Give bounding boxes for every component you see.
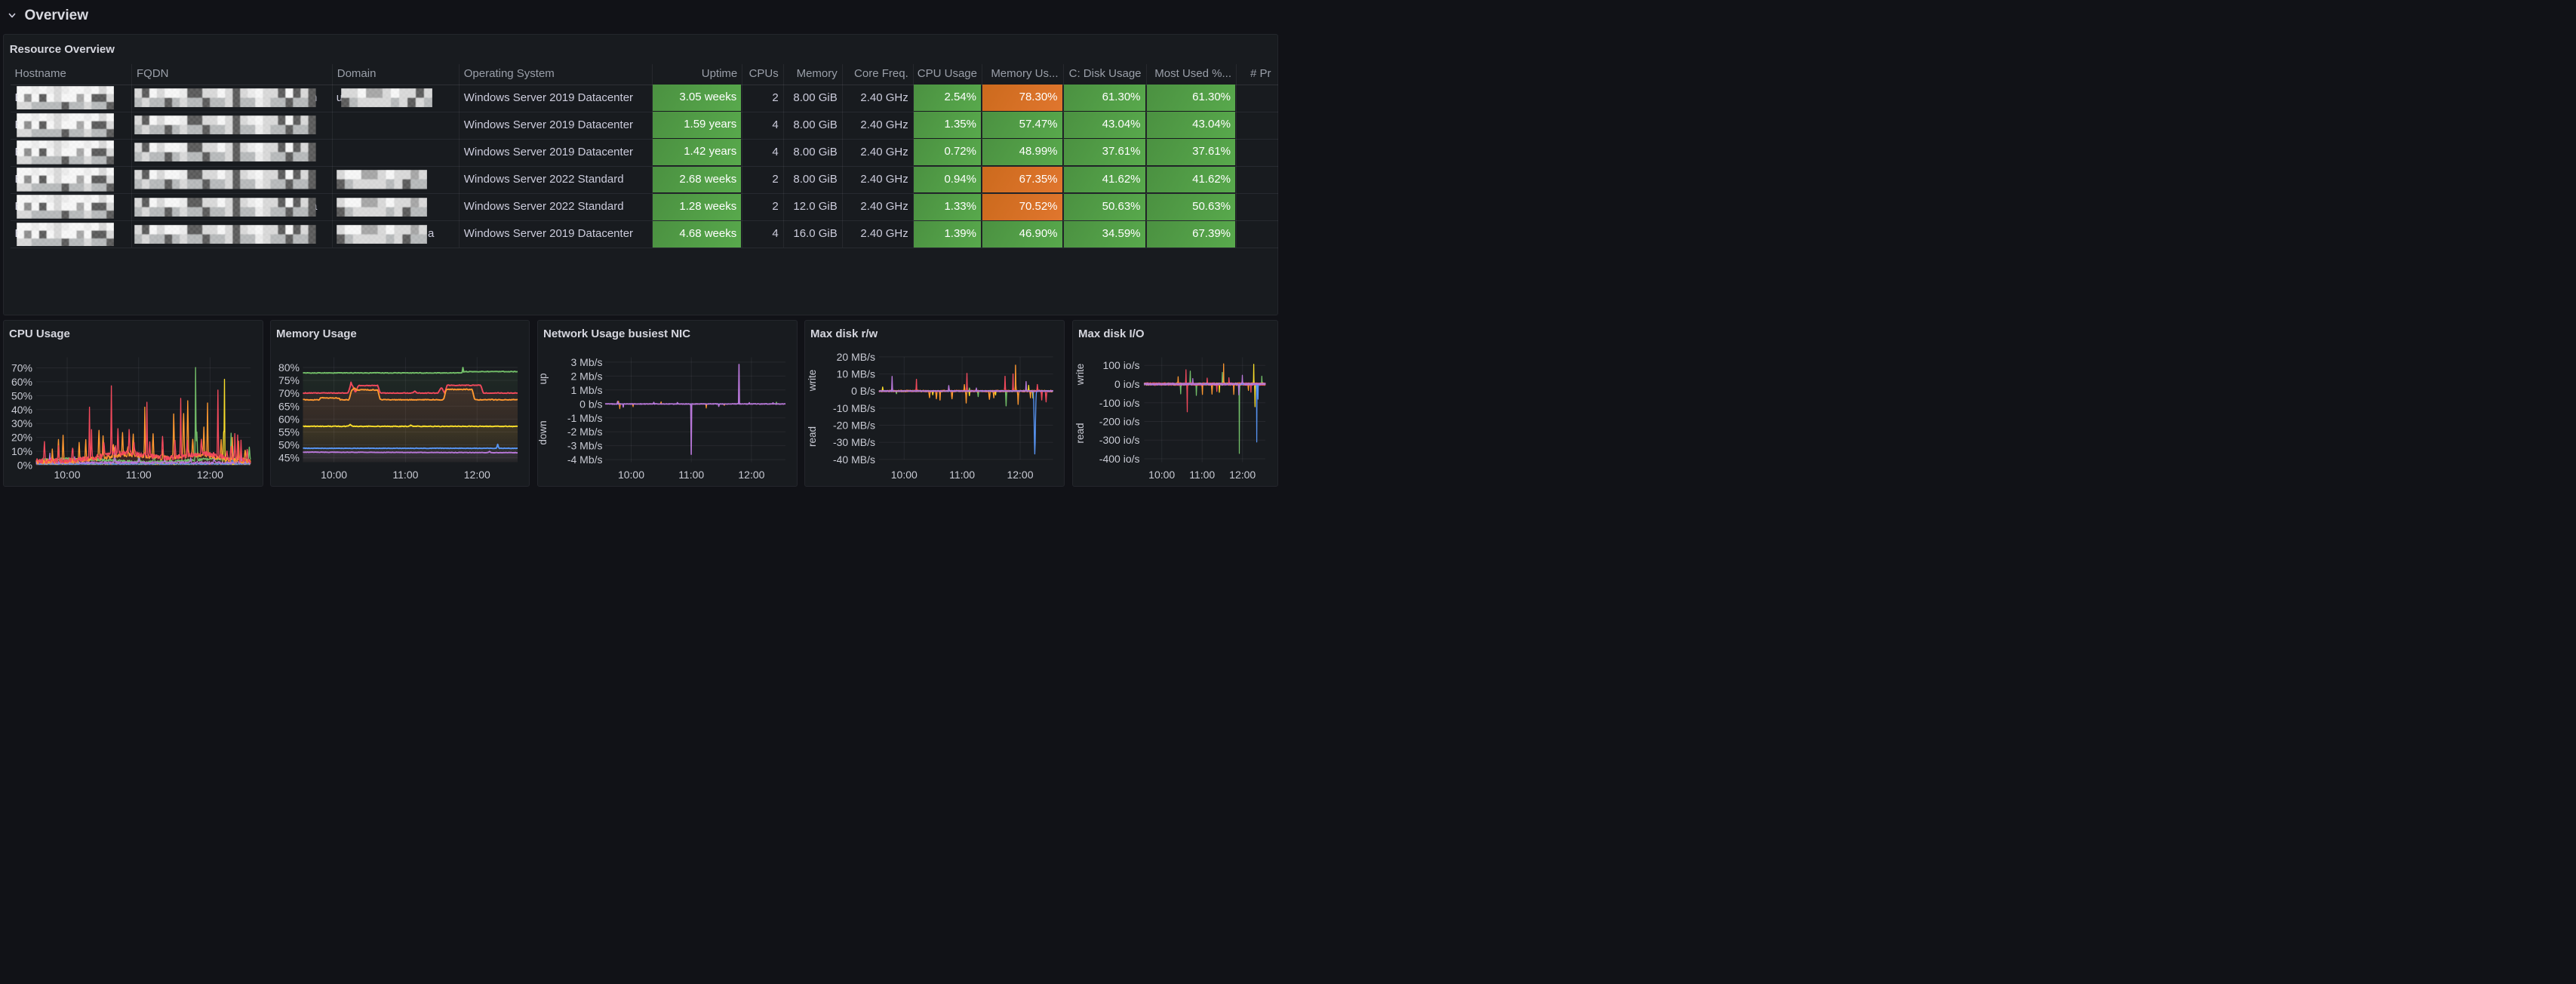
svg-text:2 Mb/s: 2 Mb/s [570, 370, 602, 382]
svg-text:40%: 40% [11, 403, 32, 415]
svg-text:12:00: 12:00 [1229, 469, 1256, 481]
svg-text:write: write [807, 369, 818, 392]
svg-text:70%: 70% [11, 361, 32, 374]
svg-text:30%: 30% [11, 417, 32, 429]
svg-text:0 B/s: 0 B/s [851, 385, 875, 397]
svg-text:0 io/s: 0 io/s [1114, 378, 1139, 390]
svg-text:up: up [537, 373, 549, 384]
svg-text:-300 io/s: -300 io/s [1099, 434, 1140, 446]
svg-text:-400 io/s: -400 io/s [1099, 453, 1140, 465]
svg-text:55%: 55% [278, 426, 300, 438]
svg-text:10%: 10% [11, 445, 32, 457]
svg-text:11:00: 11:00 [678, 469, 704, 481]
svg-text:1 Mb/s: 1 Mb/s [570, 383, 602, 395]
svg-text:100 io/s: 100 io/s [1102, 359, 1139, 371]
svg-text:60%: 60% [11, 375, 32, 387]
svg-text:20 MB/s: 20 MB/s [837, 350, 875, 362]
svg-text:20%: 20% [11, 431, 32, 443]
svg-text:10:00: 10:00 [321, 469, 347, 481]
svg-text:11:00: 11:00 [1189, 469, 1215, 481]
svg-text:10:00: 10:00 [891, 469, 918, 481]
svg-text:-20 MB/s: -20 MB/s [833, 419, 875, 431]
svg-text:12:00: 12:00 [464, 469, 490, 481]
svg-text:60%: 60% [278, 413, 300, 425]
svg-text:-30 MB/s: -30 MB/s [833, 436, 875, 448]
svg-text:50%: 50% [278, 438, 300, 450]
svg-text:70%: 70% [278, 387, 300, 399]
svg-text:-100 io/s: -100 io/s [1099, 396, 1140, 408]
svg-text:50%: 50% [11, 389, 32, 401]
svg-text:12:00: 12:00 [738, 469, 764, 481]
svg-text:45%: 45% [278, 451, 300, 463]
svg-text:0%: 0% [17, 459, 32, 471]
svg-text:-1 Mb/s: -1 Mb/s [567, 411, 603, 423]
svg-text:down: down [537, 420, 549, 444]
svg-text:12:00: 12:00 [1007, 469, 1033, 481]
svg-text:0 b/s: 0 b/s [579, 398, 602, 410]
svg-text:75%: 75% [278, 374, 300, 386]
svg-text:11:00: 11:00 [949, 469, 975, 481]
svg-text:80%: 80% [278, 361, 300, 374]
svg-text:65%: 65% [278, 400, 300, 412]
svg-text:10:00: 10:00 [618, 469, 644, 481]
svg-text:-10 MB/s: -10 MB/s [833, 401, 875, 414]
svg-text:3 Mb/s: 3 Mb/s [570, 355, 602, 367]
svg-text:read: read [807, 426, 818, 446]
svg-text:12:00: 12:00 [197, 469, 223, 481]
svg-text:read: read [1074, 423, 1086, 443]
svg-text:-4 Mb/s: -4 Mb/s [567, 454, 603, 466]
svg-text:-2 Mb/s: -2 Mb/s [567, 426, 603, 438]
svg-text:write: write [1074, 363, 1086, 386]
svg-text:-3 Mb/s: -3 Mb/s [567, 439, 603, 451]
svg-text:-200 io/s: -200 io/s [1099, 415, 1140, 427]
svg-text:-40 MB/s: -40 MB/s [833, 453, 875, 465]
svg-text:10:00: 10:00 [54, 469, 80, 481]
svg-text:11:00: 11:00 [126, 469, 152, 481]
svg-text:11:00: 11:00 [392, 469, 418, 481]
svg-text:10 MB/s: 10 MB/s [837, 367, 875, 380]
svg-text:10:00: 10:00 [1148, 469, 1175, 481]
